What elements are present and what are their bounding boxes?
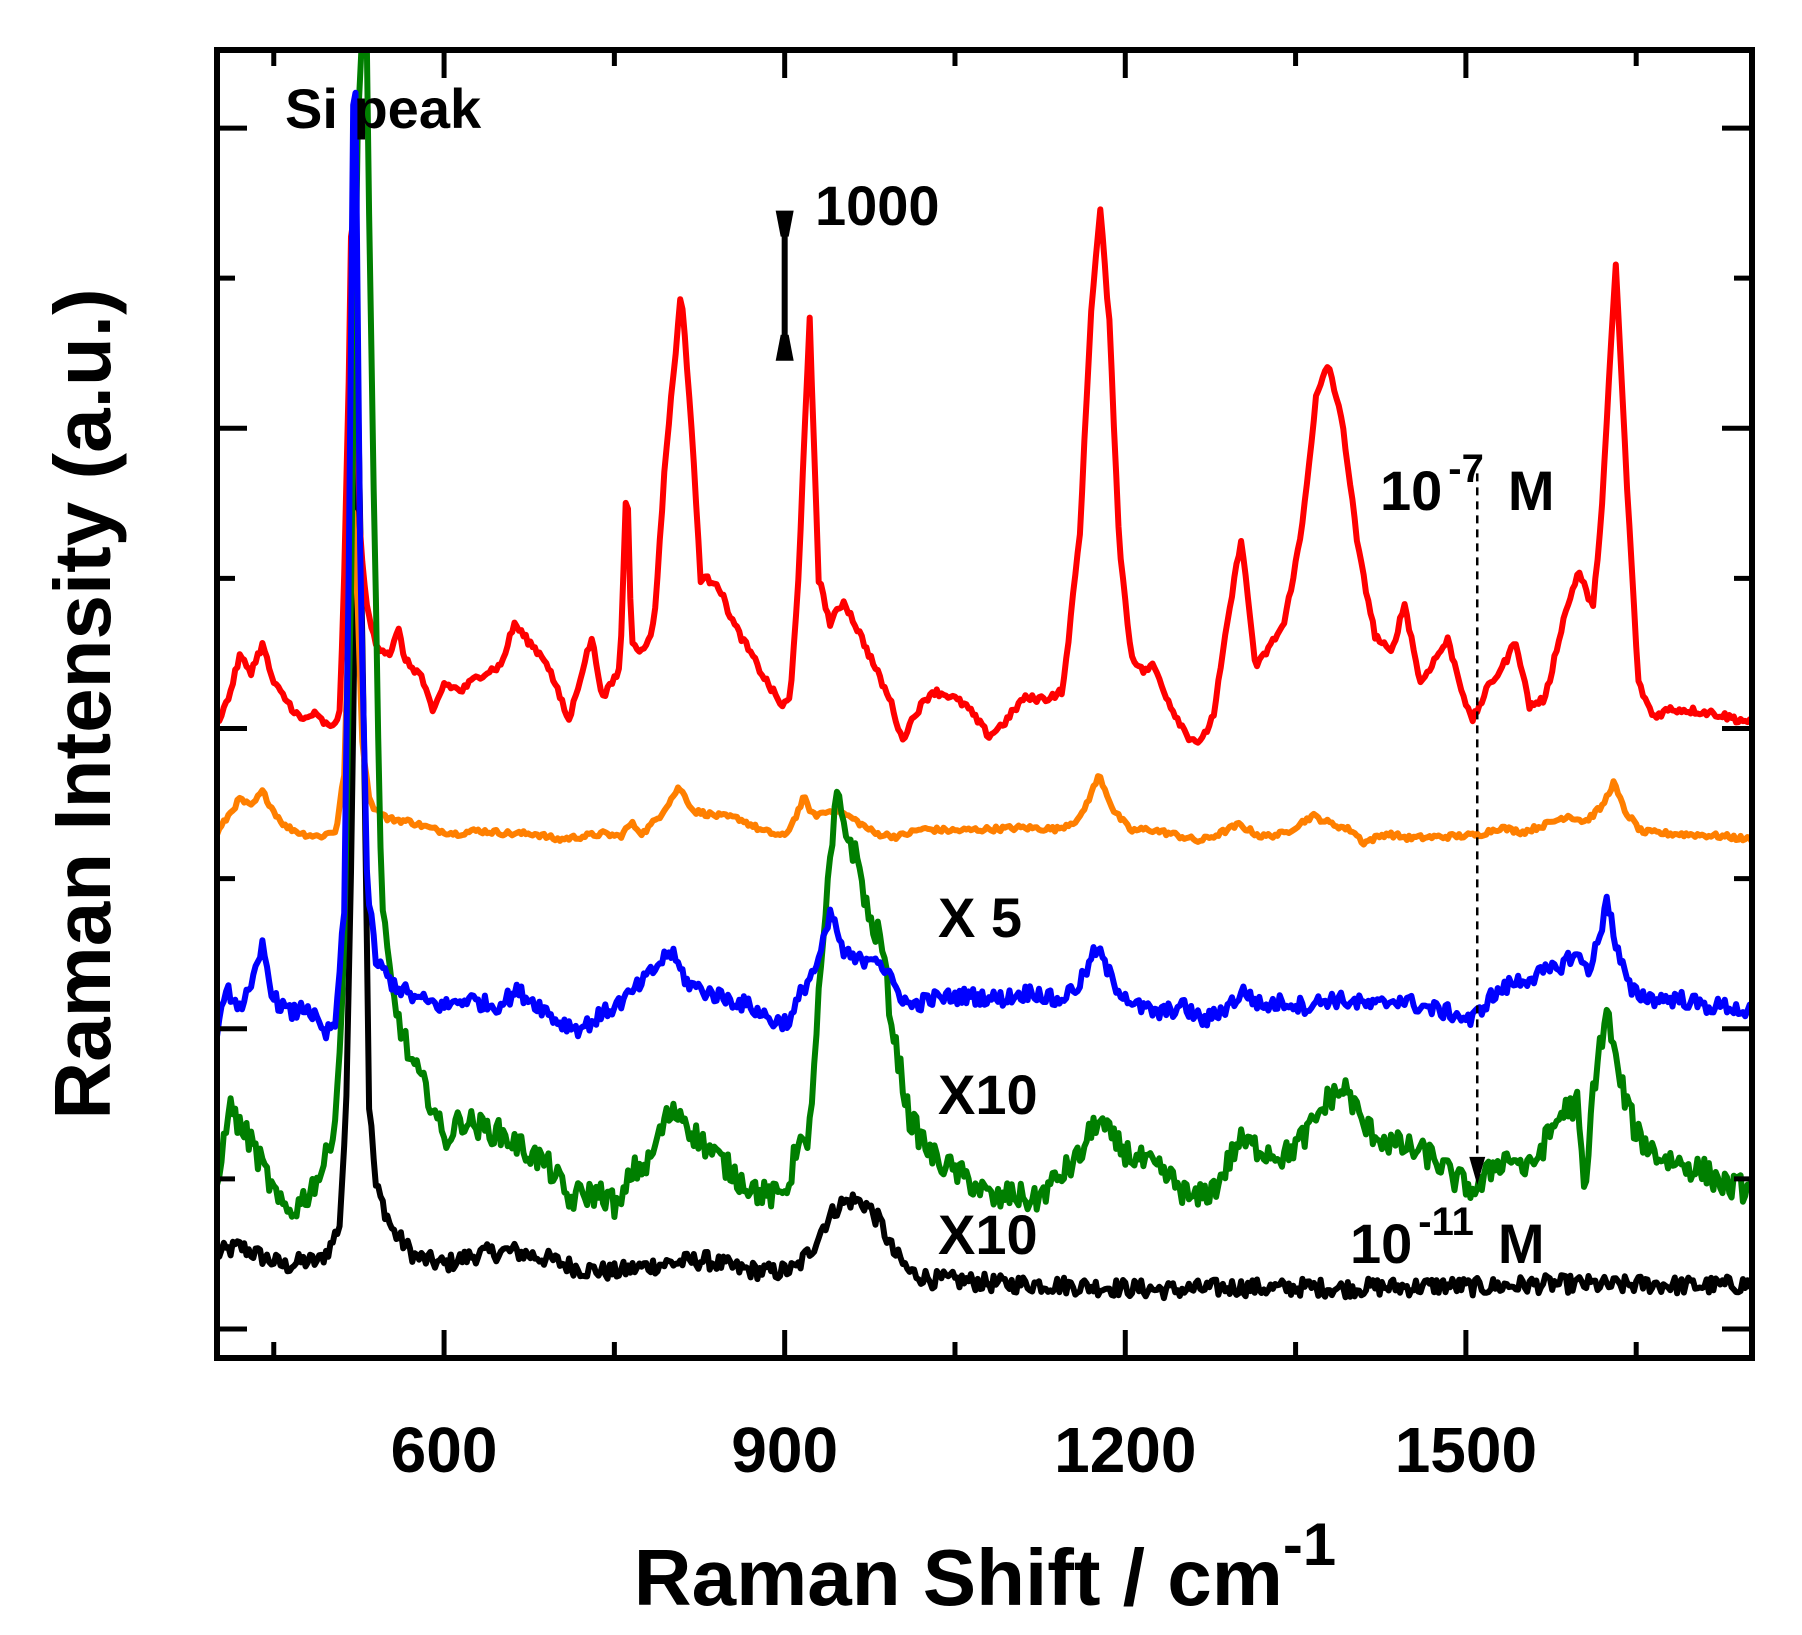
x-tick-label: 1200 — [1054, 1414, 1196, 1486]
plot-frame — [214, 47, 1755, 1361]
x-axis-title-superscript: -1 — [1283, 1511, 1336, 1578]
multiplier-label-green: X10 — [938, 1063, 1038, 1126]
axes-layer — [214, 47, 1755, 1361]
scale-bar — [775, 210, 794, 361]
series-line-10-11-m — [217, 377, 1752, 1302]
annotation-layer: Si peak 1000 10 -7 M 10 -11 M X 5 X10 X10 — [285, 77, 1555, 1275]
x-axis-title-text: Raman Shift / cm — [634, 1533, 1283, 1622]
multiplier-label-blue: X 5 — [938, 886, 1022, 949]
concentration-top-label: 10 -7 M — [1380, 447, 1555, 522]
conc-top-exp: -7 — [1448, 447, 1484, 491]
scale-bar-top-cap — [775, 210, 794, 237]
conc-bottom-unit: M — [1498, 1212, 1545, 1275]
conc-top-unit: M — [1508, 459, 1555, 522]
concentration-bottom-label: 10 -11 M — [1350, 1200, 1545, 1275]
ticks — [217, 50, 1752, 1358]
y-axis-title: Raman Intensity (a.u.) — [38, 288, 127, 1119]
si-peak-label: Si peak — [285, 77, 482, 140]
conc-bottom-base: 10 — [1350, 1212, 1412, 1275]
scale-bar-label: 1000 — [815, 174, 940, 237]
x-tick-label: 600 — [391, 1414, 498, 1486]
series-line-x10 — [217, 50, 1752, 1220]
series-line-10-7-m — [217, 206, 1752, 746]
x-axis-title: Raman Shift / cm-1 — [634, 1511, 1336, 1622]
multiplier-label-black: X10 — [938, 1203, 1038, 1266]
x-tick-label: 1500 — [1395, 1414, 1537, 1486]
conc-bottom-exp: -11 — [1418, 1200, 1474, 1244]
series-line-x-5 — [217, 89, 1752, 1042]
scale-bar-bottom-cap — [775, 334, 794, 361]
conc-top-base: 10 — [1380, 459, 1442, 522]
x-tick-label: 900 — [731, 1414, 838, 1486]
concentration-arrow-head — [1469, 1156, 1486, 1185]
series-layer — [217, 50, 1752, 1302]
x-tick-labels: 600 900 1200 1500 — [391, 1414, 1537, 1486]
series-line-orange — [217, 509, 1752, 848]
